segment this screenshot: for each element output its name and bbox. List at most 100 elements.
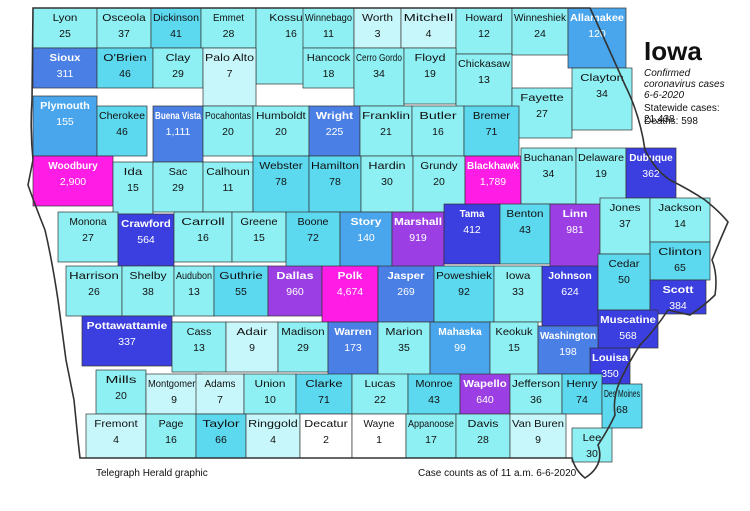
- county-cases-muscatine: 568: [619, 330, 637, 342]
- county-shape-johnson: [541, 265, 599, 327]
- county-shape-cass: [171, 321, 227, 373]
- county-cases-cherokee: 46: [116, 126, 128, 138]
- county-cases-hamilton: 78: [329, 176, 341, 188]
- county-jasper: Jasper 269: [377, 265, 435, 323]
- county-harrison: Harrison 26: [65, 265, 123, 317]
- county-shape-hamilton: [308, 155, 362, 213]
- county-shape-jackson: [649, 197, 711, 243]
- county-shape-pocahontas: [202, 105, 254, 157]
- county-shape-mills: [95, 369, 147, 415]
- county-union: Union 10: [243, 373, 297, 415]
- county-shape-buena-vista: [152, 105, 204, 163]
- county-polk: Polk 4,674: [321, 265, 379, 323]
- county-shape-van-buren: [509, 413, 567, 459]
- county-shape-scott: [649, 279, 707, 315]
- county-boone: Boone 72: [285, 211, 341, 269]
- county-name-o-brien: O'Brien: [103, 52, 147, 64]
- county-monona: Monona 27: [57, 211, 119, 263]
- county-adams: Adams 7: [195, 373, 245, 415]
- county-name-adams: Adams: [205, 378, 236, 390]
- county-name-davis: Davis: [468, 418, 499, 430]
- county-johnson: Johnson 624: [541, 265, 599, 327]
- county-cases-lyon: 25: [59, 28, 71, 40]
- county-name-taylor: Taylor: [202, 418, 240, 430]
- county-cases-marion: 35: [398, 342, 410, 354]
- county-cases-davis: 28: [477, 434, 489, 446]
- county-cases-harrison: 26: [88, 286, 100, 298]
- county-cases-jasper: 269: [397, 286, 415, 298]
- county-name-cerro-gordo: Cerro Gordo: [356, 52, 402, 64]
- county-cases-pocahontas: 20: [222, 126, 234, 138]
- county-cases-fayette: 27: [536, 108, 548, 120]
- county-cases-louisa: 350: [601, 368, 619, 380]
- county-name-worth: Worth: [362, 12, 393, 24]
- county-scott: Scott 384: [649, 279, 707, 315]
- county-cases-dubuque: 362: [642, 168, 660, 180]
- county-cases-audubon: 13: [188, 286, 200, 298]
- county-worth: Worth 3: [353, 7, 402, 49]
- county-name-sioux: Sioux: [50, 52, 81, 64]
- county-cases-monona: 27: [82, 232, 94, 244]
- county-name-iowa: Iowa: [506, 270, 531, 282]
- county-hancock: Hancock 18: [302, 47, 355, 89]
- county-audubon: Audubon 13: [173, 265, 215, 317]
- county-name-lucas: Lucas: [365, 378, 396, 390]
- county-dickinson: Dickinson 41: [150, 7, 202, 49]
- county-name-lyon: Lyon: [53, 12, 78, 24]
- county-story: Story 140: [339, 211, 393, 269]
- county-cases-blackhawk: 1,789: [480, 176, 506, 188]
- county-name-mills: Mills: [106, 374, 137, 386]
- county-name-webster: Webster: [259, 160, 303, 172]
- county-name-buchanan: Buchanan: [524, 152, 574, 164]
- county-cases-hardin: 30: [381, 176, 393, 188]
- county-name-wapello: Wapello: [463, 378, 506, 390]
- county-sioux: Sioux 311: [32, 47, 98, 89]
- county-name-washington: Washington: [540, 330, 596, 342]
- county-name-story: Story: [351, 216, 382, 228]
- deaths: Deaths: 598: [644, 116, 698, 127]
- county-cases-poweshiek: 92: [458, 286, 470, 298]
- county-cases-hancock: 18: [323, 68, 335, 80]
- county-cases-jackson: 14: [674, 218, 686, 230]
- county-name-van-buren: Van Buren: [512, 418, 564, 430]
- county-muscatine: Muscatine 568: [597, 309, 659, 349]
- county-plymouth: Plymouth 155: [32, 95, 98, 157]
- county-davis: Davis 28: [455, 413, 511, 459]
- county-shape-ida: [112, 161, 154, 215]
- county-name-montgomery: Montgomery: [148, 378, 201, 390]
- county-shape-page: [145, 413, 197, 459]
- county-name-clayton: Clayton: [580, 72, 624, 84]
- county-shape-lyon: [32, 7, 98, 49]
- county-poweshiek: Poweshiek 92: [433, 265, 495, 323]
- county-shape-warren: [327, 321, 379, 379]
- county-jackson: Jackson 14: [649, 197, 711, 243]
- county-name-franklin: Franklin: [362, 110, 410, 122]
- county-shape-carroll: [173, 211, 233, 263]
- county-name-palo-alto: Palo Alto: [205, 52, 254, 64]
- county-shape-o-brien: [96, 47, 154, 89]
- county-cases-winneshiek: 24: [534, 28, 546, 40]
- county-cases-greene: 15: [253, 232, 265, 244]
- deaths-label: Deaths:: [644, 116, 679, 127]
- county-shape-winnebago: [302, 7, 355, 49]
- county-shape-sac: [152, 161, 204, 213]
- county-cases-linn: 981: [566, 224, 584, 236]
- county-shape-worth: [353, 7, 402, 49]
- county-cases-mitchell: 4: [426, 28, 432, 40]
- county-cases-taylor: 66: [215, 434, 227, 446]
- county-marshall: Marshall 919: [391, 211, 445, 269]
- county-cerro-gordo: Cerro Gordo 34: [353, 47, 405, 107]
- county-cases-wright: 225: [326, 126, 344, 138]
- county-name-shelby: Shelby: [129, 270, 167, 282]
- county-adair: Adair 9: [225, 321, 279, 373]
- county-washington: Washington 198: [537, 325, 599, 375]
- county-name-scott: Scott: [663, 284, 695, 296]
- county-cases-marshall: 919: [409, 232, 427, 244]
- county-decatur: Decatur 2: [299, 413, 353, 459]
- county-shape-clay: [152, 47, 204, 89]
- county-guthrie: Guthrie 55: [213, 265, 269, 317]
- county-name-sac: Sac: [169, 166, 188, 178]
- legend-subtitle-1: Confirmed: [644, 68, 691, 79]
- county-cases-grundy: 20: [433, 176, 445, 188]
- county-name-lee: Lee: [583, 432, 602, 444]
